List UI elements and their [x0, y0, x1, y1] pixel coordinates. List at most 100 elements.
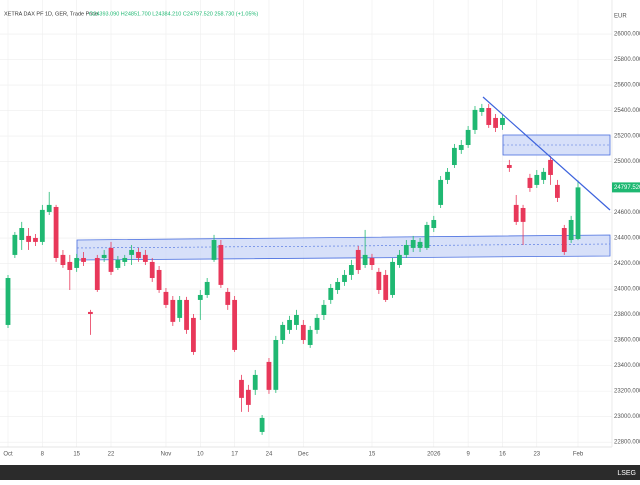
y-tick-label: 25400.000 [614, 108, 640, 114]
candle-body [534, 174, 540, 185]
candle-body [355, 249, 361, 270]
candle-body [479, 108, 485, 112]
x-tick-label: 24 [266, 452, 273, 458]
x-tick-label: Nov [161, 452, 172, 458]
candle-body [300, 324, 306, 340]
y-tick-label: 26000.000 [614, 32, 640, 38]
y-tick-label: 23800.000 [614, 312, 640, 318]
candle-body [465, 129, 471, 145]
candle-body [410, 240, 416, 248]
y-tick-label: 25200.000 [614, 134, 640, 140]
candle-body [197, 294, 203, 300]
candle-body [12, 234, 18, 255]
y-tick-label: 24600.000 [614, 210, 640, 216]
candle-body [541, 171, 547, 180]
candle-body [239, 379, 244, 398]
footer-bar [0, 465, 640, 480]
candle-body [294, 314, 299, 325]
x-tick-label: 10 [197, 452, 204, 458]
x-tick-label: Oct [3, 452, 13, 458]
candle-body [390, 261, 395, 295]
y-tick-label: 25800.000 [614, 57, 640, 63]
candle-body [335, 281, 341, 290]
candle-body [245, 389, 251, 405]
candle-body [170, 299, 176, 322]
x-tick-label: 15 [73, 452, 80, 458]
candle-body [191, 317, 196, 352]
candle-body [122, 257, 128, 262]
candle-body [156, 269, 162, 290]
candle-body [108, 247, 114, 272]
candle-body [417, 241, 423, 248]
x-tick-label: 17 [231, 452, 238, 458]
y-tick-label: 23400.000 [614, 363, 640, 369]
candle-body [506, 165, 512, 168]
candle-body [342, 274, 347, 282]
candle-body [445, 171, 450, 180]
y-tick-label: 23200.000 [614, 389, 640, 395]
candle-body [88, 311, 93, 314]
candle-body [81, 257, 86, 262]
candle-body [554, 184, 560, 198]
candle-body [204, 281, 210, 295]
candle-body [438, 179, 444, 205]
candle-body [369, 257, 375, 265]
candle-body [67, 261, 73, 270]
x-tick-label: 9 [466, 452, 470, 458]
x-tick-label: 8 [41, 452, 45, 458]
candle-body [142, 254, 148, 262]
y-tick-label: 22800.000 [614, 440, 640, 446]
candle-body [321, 304, 327, 315]
y-tick-label: 24000.000 [614, 287, 640, 293]
y-tick-label: 24200.000 [614, 261, 640, 267]
grid [0, 0, 612, 447]
candle-body [513, 204, 519, 222]
candle-body [101, 254, 107, 258]
brand: LSEG [617, 470, 636, 477]
support-zone [76, 234, 611, 261]
candle-body [136, 251, 141, 258]
y-tick-label: 23000.000 [614, 414, 640, 420]
candle-body [486, 108, 492, 125]
candle-body [184, 299, 189, 330]
candle-body [527, 177, 533, 188]
candle-body [307, 329, 313, 345]
candle-body [348, 264, 354, 275]
x-tick-label: 23 [533, 452, 540, 458]
candle-body [5, 278, 11, 325]
candle-body [218, 244, 224, 285]
candle-body [115, 259, 121, 268]
y-tick-label: 25600.000 [614, 83, 640, 89]
currency: EUR [614, 14, 627, 20]
candle-body [451, 147, 457, 166]
candle-body [19, 228, 25, 240]
candle-body [273, 339, 279, 390]
candle-body [287, 319, 292, 330]
x-tick-label: Dec [298, 452, 309, 458]
x-tick-label: 16 [499, 452, 506, 458]
candle-body [431, 219, 437, 229]
candle-body [211, 240, 217, 260]
candle-body [397, 254, 402, 265]
candle-body [129, 249, 135, 255]
candle-body [328, 287, 334, 300]
candle-body [424, 224, 430, 248]
candle-body [163, 291, 169, 305]
candle-body [568, 219, 574, 240]
x-tick-label: 2026 [427, 452, 441, 458]
y-tick-label: 23600.000 [614, 338, 640, 344]
last-price-label: 24797.520 [614, 185, 640, 191]
candle-body [575, 187, 581, 239]
candle-body [252, 374, 258, 390]
candle-body [225, 291, 231, 305]
candle-body [259, 417, 265, 432]
candle-body [280, 324, 286, 340]
candle-body [94, 257, 100, 290]
candle-body [458, 144, 464, 150]
candle-body [493, 117, 498, 128]
candle-body [33, 237, 38, 242]
candle-body [60, 254, 66, 265]
y-tick-label: 25000.000 [614, 159, 640, 165]
candle-body [548, 159, 553, 175]
candle-body [46, 204, 52, 212]
